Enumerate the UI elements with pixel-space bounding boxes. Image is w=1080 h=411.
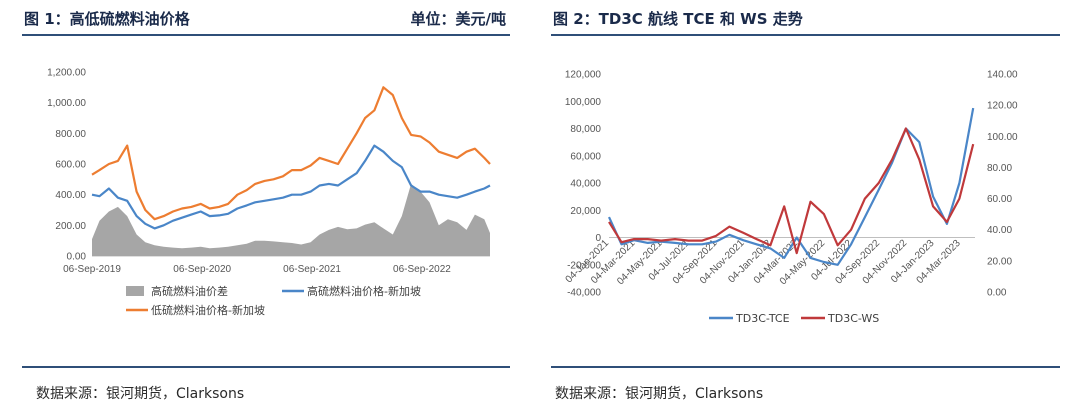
right-panel: 图 2：TD3C 航线 TCE 和 WS 走势 -40,000 -20,000 0 2… bbox=[545, 0, 1080, 411]
left-title-row: 图 1：高低硫燃料油价格 单位：美元/吨 bbox=[0, 8, 520, 30]
y-right-tick-label: 140.00 bbox=[987, 70, 1018, 81]
y-right-tick-label: 120.00 bbox=[987, 101, 1018, 112]
y-tick-label: 800.00 bbox=[55, 129, 86, 140]
series-line-2 bbox=[91, 86, 491, 221]
right-top-rule bbox=[551, 34, 1060, 36]
series-area-0 bbox=[92, 183, 490, 256]
x-tick-label: 06-Sep-2020 bbox=[173, 264, 231, 275]
left-bottom-rule bbox=[22, 366, 510, 368]
y-right-tick-label: 60.00 bbox=[987, 194, 1012, 205]
y-left-tick-label: 100,000 bbox=[565, 97, 602, 108]
y-left-tick-label: -40,000 bbox=[567, 288, 601, 299]
y-tick-label: 600.00 bbox=[55, 160, 86, 171]
y-left-tick-label: -20,000 bbox=[567, 260, 601, 271]
y-right-tick-label: 40.00 bbox=[987, 225, 1012, 236]
y-left-tick-label: 120,000 bbox=[565, 70, 602, 81]
y-tick-label: 200.00 bbox=[55, 221, 86, 232]
legend-label: TD3C-WS bbox=[827, 312, 879, 325]
y-tick-label: 1,200.00 bbox=[47, 68, 86, 79]
y-right-tick-label: 80.00 bbox=[987, 163, 1012, 174]
fuel-oil-price-chart: 0.00 200.00 400.00 600.00 800.00 1,000.00 1,20… bbox=[47, 68, 491, 317]
right-chart-title: 图 2：TD3C 航线 TCE 和 WS 走势 bbox=[553, 10, 803, 28]
y-tick-label: 1,000.00 bbox=[47, 98, 86, 109]
series-line-1 bbox=[608, 127, 975, 255]
legend-swatch bbox=[126, 286, 144, 296]
series-line-0 bbox=[608, 107, 975, 266]
y-left-tick-label: 40,000 bbox=[570, 179, 601, 190]
td3c-tce-ws-chart: -40,000 -20,000 0 20,000 40,000 60,000 80,000 1… bbox=[564, 70, 1018, 326]
x-tick-label: 06-Sep-2019 bbox=[63, 264, 121, 275]
left-panel: 图 1：高低硫燃料油价格 单位：美元/吨 0.00 200.00 400.00 600… bbox=[0, 0, 520, 411]
series-line-1 bbox=[91, 144, 491, 230]
right-bottom-rule bbox=[551, 366, 1060, 368]
legend-label: 高硫燃料油价格-新加坡 bbox=[307, 284, 421, 298]
right-title-row: 图 2：TD3C 航线 TCE 和 WS 走势 bbox=[545, 8, 1080, 30]
left-source-note: 数据来源：银河期货，Clarksons bbox=[36, 386, 245, 402]
y-right-tick-label: 0.00 bbox=[987, 288, 1007, 299]
x-tick-label: 06-Sep-2021 bbox=[283, 264, 341, 275]
left-chart-title: 图 1：高低硫燃料油价格 bbox=[24, 10, 190, 28]
legend-label: TD3C-TCE bbox=[735, 312, 790, 325]
y-left-tick-label: 60,000 bbox=[570, 151, 601, 162]
y-left-tick-label: 80,000 bbox=[570, 124, 601, 135]
y-tick-label: 0.00 bbox=[67, 252, 87, 263]
legend-label: 低硫燃料油价格-新加坡 bbox=[151, 303, 265, 317]
y-right-tick-label: 100.00 bbox=[987, 132, 1018, 143]
right-source-note: 数据来源：银河期货，Clarksons bbox=[555, 386, 764, 402]
left-chart-unit: 单位：美元/吨 bbox=[410, 10, 506, 28]
y-left-tick-label: 0 bbox=[595, 233, 601, 244]
y-tick-label: 400.00 bbox=[55, 190, 86, 201]
legend-label: 高硫燃料油价差 bbox=[151, 284, 228, 298]
x-tick-label: 06-Sep-2022 bbox=[393, 264, 451, 275]
y-left-tick-label: 20,000 bbox=[570, 206, 601, 217]
y-right-tick-label: 20.00 bbox=[987, 256, 1012, 267]
left-top-rule bbox=[22, 34, 510, 36]
